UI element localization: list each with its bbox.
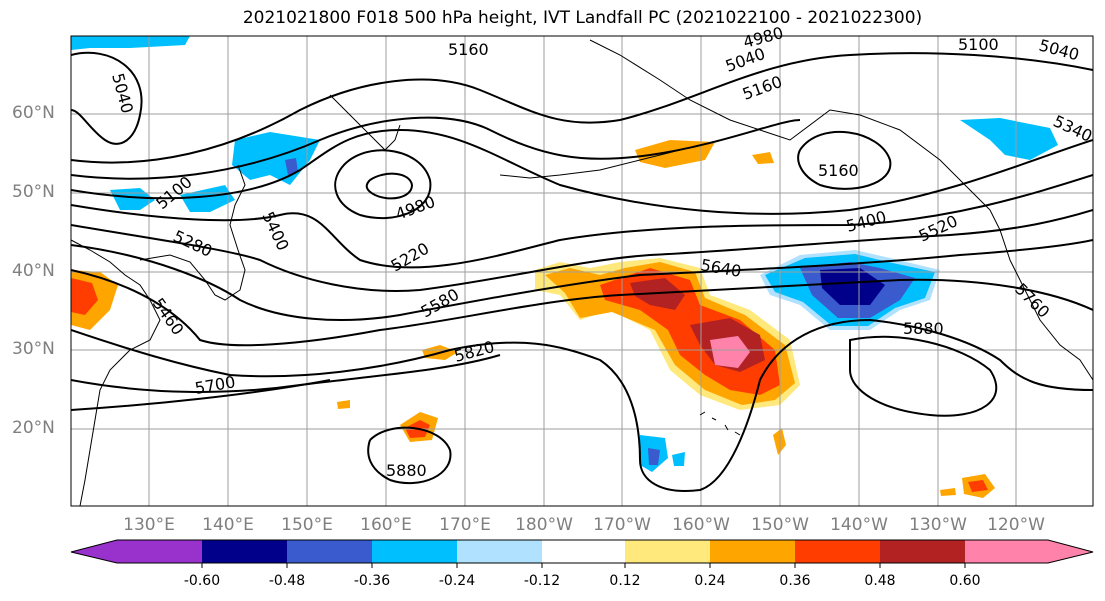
contour-label: 5400 [844,207,888,236]
colorbar [70,539,1094,568]
ivt-negative-region-5 [960,118,1058,160]
contour-label: 5040 [108,71,137,115]
ivt-negative-region-1d [820,268,885,305]
lon-label: 140°W [830,515,888,535]
contour-label: 5460 [149,294,188,338]
contour-label: 5880 [903,319,944,338]
ivt-negative-region-3 [110,185,235,212]
ivt-negative-region-7 [672,452,685,466]
lat-label: 40°N [12,261,55,281]
ivt-positive-region-2b [71,278,98,315]
lat-label: 60°N [12,103,55,123]
colorbar-extend-left [71,540,117,563]
contour-label: 5040 [1037,36,1081,65]
colorbar-tick-label: -0.12 [523,573,561,589]
colorbar-segment [710,540,795,563]
ivt-positive-region-9 [940,488,956,496]
colorbar-segment [372,540,457,563]
kamchatka-coast [329,94,401,151]
colorbar-segment [202,540,287,563]
contour-label: 4980 [741,23,785,52]
colorbar-segment [965,540,1048,563]
ivt-negative-region-6b [648,448,660,465]
contour-label: 5400 [258,209,292,254]
lon-label: 170°E [439,515,491,535]
lon-label: 130°W [909,515,967,535]
contour-label: 5280 [170,226,215,260]
lon-label: 160°W [672,515,730,535]
colorbar-tick-label: 0.48 [864,573,896,589]
colorbar-tick-label: -0.60 [183,573,221,589]
ivt-positive-region-6b [968,480,988,492]
contour-labels: 5040 5160 4980 5100 5040 5160 5340 5040 … [108,23,1095,480]
colorbar-segment [117,540,202,563]
map-title: 2021021800 F018 500 hPa height, IVT Land… [242,8,923,28]
contour-label: 5340 [1050,111,1095,145]
contour-label: 5100 [958,35,999,54]
colorbar-outline [70,539,1094,564]
colorbar-segment [287,540,372,563]
contour-4980-low [365,172,414,200]
colorbar-tick-label: 0.24 [694,573,726,589]
contour-label: 5160 [818,161,859,180]
colorbar-segment [795,540,880,563]
colorbar-tick-label: 0.36 [779,573,811,589]
lon-label: 160°E [360,515,412,535]
contour-5040-west [71,51,143,145]
ivt-positive-region-1e [710,336,750,368]
lon-label: 140°E [202,515,254,535]
colorbar-tick-label: 0.12 [609,573,641,589]
korea-japan-coast [139,164,246,301]
ivt-positive-region-10 [337,400,350,409]
contour-label: 5640 [699,255,742,281]
colorbar-segment [457,540,542,563]
colorbar-segment [542,540,625,563]
colorbar-tick-label: -0.24 [438,573,476,589]
lon-label: 170°W [593,515,651,535]
lon-label: 150°W [751,515,809,535]
lon-label: 180°W [515,515,573,535]
ivt-negative-region-4 [71,36,190,50]
contour-5040-low [334,149,432,220]
lon-label: 130°E [123,515,175,535]
colorbar-segment [625,540,710,563]
contour-label: 5760 [1011,279,1053,321]
colorbar-tick-label: -0.36 [353,573,391,589]
contour-5160-east [797,130,892,190]
contour-label: 5700 [193,372,236,398]
ivt-negative-region-2b [285,158,298,175]
na-west-coast [989,209,1093,381]
lat-label: 50°N [12,182,55,202]
hawaii [699,411,741,436]
height-contours [71,51,1093,492]
coastlines [71,39,1093,506]
contour-5880-south [367,426,452,485]
colorbar-tick-label: 0.60 [949,573,981,589]
lat-label: 20°N [12,418,55,438]
contour-label: 5880 [386,461,427,480]
contour-label: 5160 [448,40,489,59]
alaska-coast [589,39,991,211]
lon-label: 120°W [987,515,1045,535]
contour-label: 5220 [388,239,433,276]
lat-label: 30°N [12,339,55,359]
lon-label: 150°E [281,515,333,535]
ivt-positive-region-8 [752,152,774,164]
map-frame [70,35,1094,507]
asia-coast [71,239,161,506]
colorbar-extend-right [1048,540,1093,563]
colorbar-tick-label: -0.48 [268,573,306,589]
colorbar-segment [880,540,965,563]
